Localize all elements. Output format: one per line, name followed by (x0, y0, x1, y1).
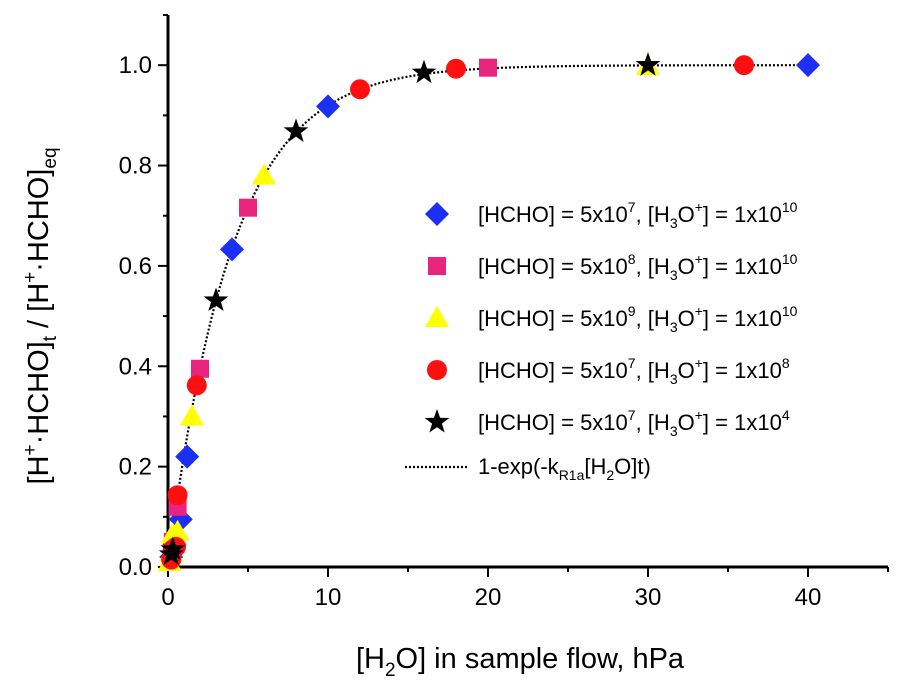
axes: 0 10 20 30 40 0.0 0.2 0.4 0.6 0.8 1.0 (119, 14, 889, 611)
data-point-star (203, 287, 229, 312)
x-tick-label: 10 (315, 584, 342, 611)
data-point-star (283, 118, 309, 142)
data-point-square (239, 198, 257, 217)
data-point-circle (446, 58, 466, 79)
y-tick-label: 0.4 (119, 353, 152, 380)
legend-entry-1: [HCHO] = 5x108, [H3O+] = 1x1010 (478, 251, 798, 283)
legend-symbol-square (428, 257, 446, 275)
data-point-diamond (220, 237, 244, 262)
data-point-star (160, 536, 186, 560)
y-tick-label: 1.0 (119, 52, 152, 79)
legend-entry-fit: 1-exp(-kR1a[H2O]t) (478, 454, 651, 483)
legend-symbol-triangle (425, 306, 449, 327)
data-point-triangle (252, 163, 276, 185)
x-tick-label: 40 (795, 584, 822, 611)
x-tick-label: 20 (475, 584, 502, 611)
fit-curve-layer (166, 64, 809, 568)
data-point-diamond (316, 94, 340, 119)
x-tick-label: 0 (161, 584, 174, 611)
y-tick-label: 0.6 (119, 253, 152, 280)
legend-entry-2: [HCHO] = 5x109, [H3O+] = 1x1010 (478, 303, 798, 335)
data-point-diamond (175, 444, 200, 469)
data-point-square (479, 58, 497, 77)
x-axis-title: [H2O] in sample flow, hPa (356, 643, 685, 681)
data-point-diamond (796, 53, 820, 78)
data-point-triangle (180, 404, 204, 426)
data-point-star (635, 52, 661, 76)
legend: [HCHO] = 5x107, [H3O+] = 1x1010 [HCHO] =… (405, 199, 798, 483)
legend-symbol-diamond (425, 202, 449, 226)
legend-symbol-star (424, 409, 450, 433)
legend-entry-4: [HCHO] = 5x107, [H3O+] = 1x104 (478, 407, 790, 439)
y-axis-title: [H+·HCHO]t / [H+·HCHO]eq (20, 147, 61, 484)
data-point-square (191, 359, 209, 378)
data-point-circle (734, 55, 754, 76)
data-point-star (411, 59, 437, 84)
data-point-circle (167, 485, 188, 506)
legend-entry-3: [HCHO] = 5x107, [H3O+] = 1x108 (478, 355, 790, 387)
fit-curve (166, 64, 809, 568)
data-point-triangle (165, 519, 190, 541)
data-point-circle (350, 79, 370, 100)
series-4 (158, 52, 661, 565)
y-tick-label: 0.8 (119, 153, 152, 180)
legend-symbol-circle (427, 360, 447, 380)
y-tick-label: 0.2 (119, 454, 152, 481)
data-markers (157, 52, 820, 571)
x-tick-label: 30 (635, 584, 662, 611)
legend-symbols (424, 202, 450, 433)
y-tick-label: 0.0 (119, 554, 152, 581)
data-point-circle (186, 375, 207, 396)
legend-entry-0: [HCHO] = 5x107, [H3O+] = 1x1010 (478, 199, 798, 231)
